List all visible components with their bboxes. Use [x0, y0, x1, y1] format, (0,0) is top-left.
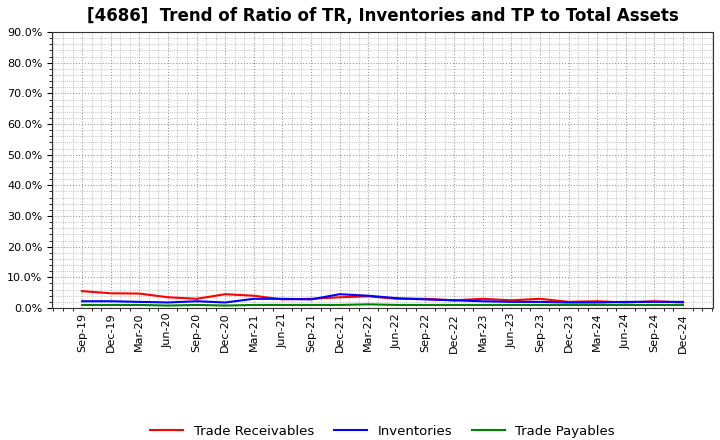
- Trade Receivables: [307, 296, 315, 301]
- Trade Payables: [278, 302, 287, 308]
- Trade Payables: [221, 303, 230, 308]
- Inventories: [364, 293, 372, 298]
- Inventories: [478, 299, 487, 304]
- Inventories: [421, 297, 430, 302]
- Trade Receivables: [450, 298, 459, 303]
- Inventories: [221, 300, 230, 305]
- Trade Payables: [135, 302, 143, 308]
- Trade Payables: [307, 302, 315, 308]
- Trade Payables: [107, 302, 115, 308]
- Trade Receivables: [650, 299, 659, 304]
- Trade Receivables: [392, 296, 401, 301]
- Trade Payables: [249, 302, 258, 308]
- Inventories: [78, 299, 86, 304]
- Trade Receivables: [336, 295, 344, 300]
- Trade Receivables: [192, 296, 201, 301]
- Title: [4686]  Trend of Ratio of TR, Inventories and TP to Total Assets: [4686] Trend of Ratio of TR, Inventories…: [86, 7, 678, 25]
- Inventories: [307, 297, 315, 302]
- Inventories: [621, 299, 630, 304]
- Inventories: [135, 299, 143, 304]
- Inventories: [336, 292, 344, 297]
- Trade Payables: [593, 302, 601, 308]
- Trade Payables: [421, 302, 430, 308]
- Trade Payables: [192, 302, 201, 308]
- Line: Trade Payables: Trade Payables: [82, 304, 683, 305]
- Inventories: [392, 296, 401, 301]
- Trade Payables: [478, 302, 487, 308]
- Trade Receivables: [421, 296, 430, 301]
- Trade Payables: [536, 302, 544, 308]
- Trade Payables: [163, 303, 172, 308]
- Trade Payables: [621, 302, 630, 308]
- Inventories: [249, 296, 258, 301]
- Trade Receivables: [536, 296, 544, 301]
- Trade Receivables: [478, 296, 487, 301]
- Inventories: [564, 300, 573, 305]
- Trade Payables: [364, 302, 372, 307]
- Trade Receivables: [249, 293, 258, 298]
- Inventories: [650, 299, 659, 304]
- Trade Payables: [78, 302, 86, 308]
- Inventories: [593, 300, 601, 305]
- Trade Payables: [336, 302, 344, 308]
- Trade Receivables: [507, 298, 516, 303]
- Inventories: [163, 300, 172, 305]
- Trade Payables: [679, 302, 688, 308]
- Inventories: [507, 299, 516, 304]
- Inventories: [192, 299, 201, 304]
- Trade Receivables: [163, 295, 172, 300]
- Trade Receivables: [564, 299, 573, 304]
- Legend: Trade Receivables, Inventories, Trade Payables: Trade Receivables, Inventories, Trade Pa…: [145, 419, 620, 440]
- Inventories: [536, 299, 544, 304]
- Trade Receivables: [679, 300, 688, 305]
- Inventories: [278, 296, 287, 301]
- Trade Payables: [507, 302, 516, 308]
- Inventories: [107, 299, 115, 304]
- Trade Receivables: [135, 291, 143, 296]
- Trade Receivables: [593, 299, 601, 304]
- Trade Payables: [564, 302, 573, 308]
- Trade Receivables: [364, 294, 372, 299]
- Trade Receivables: [278, 297, 287, 302]
- Inventories: [450, 298, 459, 303]
- Line: Inventories: Inventories: [82, 294, 683, 302]
- Line: Trade Receivables: Trade Receivables: [82, 291, 683, 302]
- Trade Receivables: [221, 292, 230, 297]
- Trade Receivables: [78, 289, 86, 294]
- Trade Payables: [392, 302, 401, 308]
- Trade Receivables: [621, 300, 630, 305]
- Trade Receivables: [107, 291, 115, 296]
- Trade Payables: [450, 302, 459, 308]
- Inventories: [679, 299, 688, 304]
- Trade Payables: [650, 302, 659, 308]
